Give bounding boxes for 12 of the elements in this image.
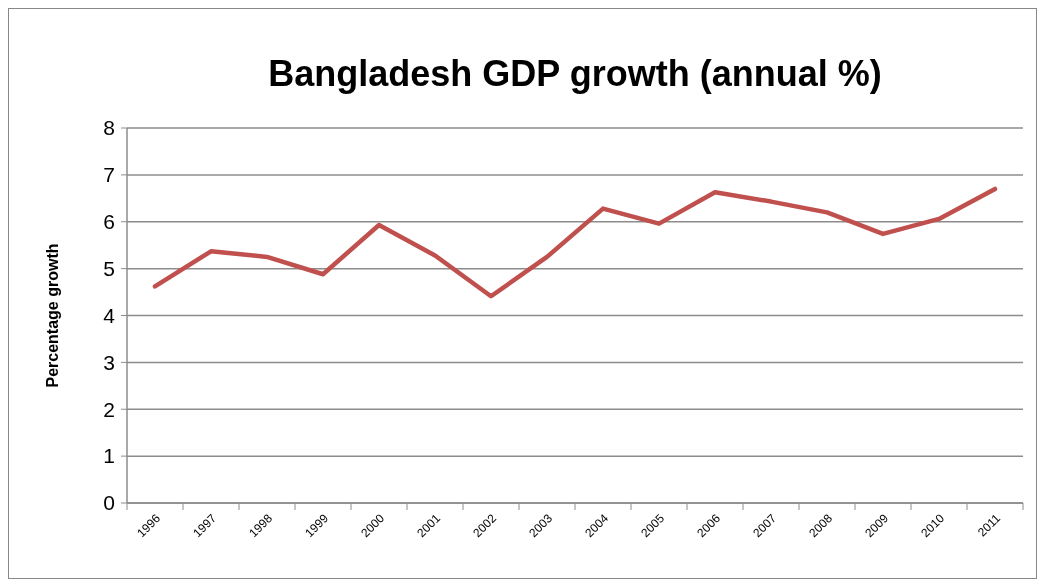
- line-series: [152, 186, 998, 299]
- y-tick-label: 8: [103, 116, 115, 140]
- y-tick-label: 5: [103, 256, 115, 280]
- y-tick-label: 2: [103, 397, 115, 421]
- y-tick-label: 7: [103, 163, 115, 187]
- y-tick-label: 6: [103, 210, 115, 234]
- y-tick-label: 1: [103, 444, 115, 468]
- chart-title: Bangladesh GDP growth (annual %): [268, 53, 882, 94]
- y-tick-label: 4: [103, 303, 116, 327]
- y-tick-label: 0: [103, 491, 115, 515]
- y-axis-title: Percentage growth: [44, 243, 61, 388]
- y-tick-label: 3: [103, 350, 115, 374]
